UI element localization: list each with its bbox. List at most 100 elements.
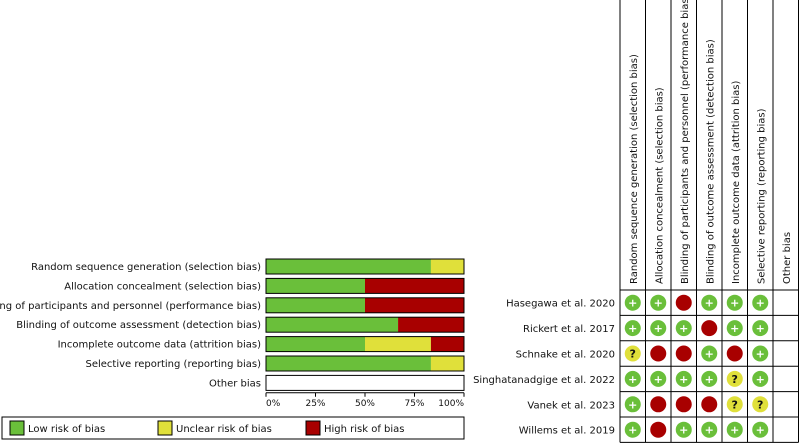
rating-unclear-marker: [726, 396, 743, 413]
rating-symbol: +: [628, 373, 637, 386]
rating-high-marker: [726, 345, 743, 362]
bar-segment-unclear: [365, 336, 431, 352]
rating-symbol: +: [705, 348, 714, 361]
bar-outline: [265, 258, 465, 275]
bar-outline: [265, 336, 465, 353]
category-label: Random sequence generation (selection bi…: [31, 262, 261, 273]
rating-low-marker: [624, 294, 641, 311]
bar-segment-high: [398, 317, 464, 333]
x-tick-label: 75%: [404, 399, 424, 409]
rating-symbol: +: [756, 373, 765, 386]
rating-high-marker: [675, 294, 692, 311]
legend-swatch-unclear: [157, 420, 173, 436]
rating-symbol: +: [705, 297, 714, 310]
column-header: Allocation concealment (selection bias): [654, 87, 665, 284]
rating-low-marker: [624, 370, 641, 387]
rating-symbol: ?: [732, 373, 738, 386]
column-header: Other bias: [782, 232, 793, 284]
rating-high-marker: [701, 396, 718, 413]
bar-segment-low: [266, 297, 365, 313]
rating-symbol: +: [628, 297, 637, 310]
category-label: Blinding of outcome assessment (detectio…: [16, 320, 261, 331]
rating-symbol: +: [756, 424, 765, 437]
rating-symbol: +: [705, 373, 714, 386]
rating-low-marker: [726, 320, 743, 337]
rating-symbol: +: [628, 322, 637, 335]
bar-segment-high: [430, 336, 464, 352]
rating-low-marker: [675, 370, 692, 387]
rating-high-marker: [650, 421, 667, 438]
rating-low-marker: [701, 294, 718, 311]
rating-low-marker: [624, 320, 641, 337]
legend-box: [1, 416, 465, 440]
rating-symbol: ?: [732, 398, 738, 411]
rating-low-marker: [624, 396, 641, 413]
rating-low-marker: [650, 294, 667, 311]
study-label: Hasegawa et al. 2020: [506, 299, 615, 310]
rating-symbol: +: [654, 322, 663, 335]
bar-segment-unclear: [430, 259, 464, 274]
category-label: Selective reporting (reporting bias): [85, 359, 261, 370]
rating-low-marker: [752, 294, 769, 311]
rating-symbol: +: [654, 373, 663, 386]
study-label: Singhatanadgige et al. 2022: [473, 375, 615, 386]
bar-segment-low: [266, 317, 399, 333]
rating-low-marker: [752, 370, 769, 387]
category-label: Other bias: [209, 378, 261, 389]
bar-segment-unclear: [430, 356, 464, 371]
rating-unclear-marker: [752, 396, 769, 413]
rating-symbol: +: [628, 398, 637, 411]
rating-symbol: ?: [630, 348, 636, 361]
bar-segment-low: [266, 278, 365, 294]
x-tick-label: 100%: [438, 399, 464, 409]
bar-outline: [265, 316, 465, 333]
x-tick-label: 0%: [266, 399, 281, 409]
column-header: Random sequence generation (selection bi…: [629, 54, 640, 284]
rating-symbol: +: [756, 348, 765, 361]
column-header: Blinding of participants and personnel (…: [680, 0, 691, 284]
rating-symbol: +: [628, 424, 637, 437]
rating-high-marker: [675, 345, 692, 362]
study-label: Schnake et al. 2020: [516, 350, 615, 361]
legend: Low risk of bias Unclear risk of bias High…: [1, 416, 465, 440]
x-tick-label: 50%: [355, 399, 375, 409]
rating-low-marker: [752, 345, 769, 362]
rating-low-marker: [650, 320, 667, 337]
rating-symbol: +: [730, 297, 739, 310]
rating-low-marker: [726, 421, 743, 438]
rating-unclear-marker: [624, 345, 641, 362]
category-label: Allocation concealment (selection bias): [64, 281, 261, 292]
bar-outline: [265, 355, 465, 372]
rating-high-marker: [650, 345, 667, 362]
rating-low-marker: [675, 421, 692, 438]
rating-low-marker: [650, 370, 667, 387]
risk-of-bias-table: Random sequence generation (selection bi…: [473, 0, 799, 443]
risk-of-bias-summary-chart: Random sequence generation (selection bi…: [0, 258, 465, 409]
rating-low-marker: [624, 421, 641, 438]
bar-segment-high: [365, 297, 464, 313]
rating-symbol: +: [705, 424, 714, 437]
legend-swatch-low: [9, 420, 25, 436]
rating-symbol: +: [679, 373, 688, 386]
rating-low-marker: [701, 370, 718, 387]
legend-label: Unclear risk of bias: [176, 424, 272, 435]
rating-symbol: +: [756, 322, 765, 335]
legend-label: Low risk of bias: [28, 424, 105, 435]
category-label: Incomplete outcome data (attrition bias): [58, 340, 262, 351]
study-label: Willems et al. 2019: [519, 426, 615, 437]
rating-symbol: +: [756, 297, 765, 310]
x-tick-label: 25%: [305, 399, 325, 409]
bar-segment-low: [266, 336, 365, 352]
rating-symbol: +: [679, 322, 688, 335]
column-header: Blinding of outcome assessment (detectio…: [705, 39, 716, 284]
rating-low-marker: [701, 345, 718, 362]
rating-low-marker: [752, 421, 769, 438]
rating-symbol: ?: [757, 398, 763, 411]
rating-low-marker: [701, 421, 718, 438]
rating-high-marker: [675, 396, 692, 413]
category-label: Blinding of participants and personnel (…: [0, 301, 261, 312]
rating-unclear-marker: [726, 370, 743, 387]
legend-label: High risk of bias: [324, 424, 405, 435]
column-header: Incomplete outcome data (attrition bias): [731, 80, 742, 284]
